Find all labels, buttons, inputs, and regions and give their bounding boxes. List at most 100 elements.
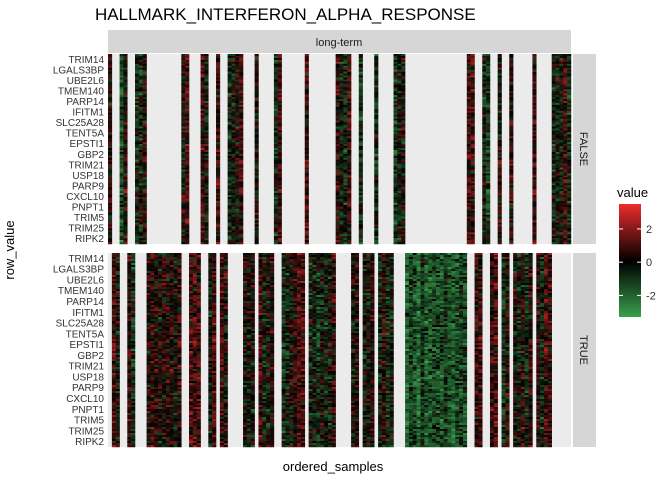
heatmap-cell — [231, 187, 236, 190]
heatmap-cell — [135, 179, 140, 182]
heatmap-cell — [555, 110, 560, 114]
heatmap-cell — [393, 87, 398, 90]
heatmap-cell — [227, 136, 232, 139]
heatmap-cell — [169, 325, 174, 328]
heatmap-cell — [158, 263, 163, 266]
heatmap-cell — [158, 279, 163, 282]
heatmap-cell — [142, 161, 147, 164]
heatmap-cell — [135, 163, 140, 166]
heatmap-cell — [358, 124, 363, 127]
heatmap-cell — [486, 195, 491, 198]
heatmap-cell — [135, 208, 140, 211]
heatmap-cell — [555, 155, 560, 159]
heatmap-cell — [127, 333, 132, 336]
heatmap-cell — [509, 118, 514, 121]
heatmap-cell — [532, 112, 537, 115]
heatmap-cell — [509, 189, 514, 192]
heatmap-cell — [347, 134, 352, 137]
heatmap-cell — [555, 112, 560, 115]
heatmap-cell — [204, 114, 209, 117]
heatmap-cell — [108, 110, 113, 114]
heatmap-cell — [200, 155, 205, 159]
heatmap-cell — [509, 193, 514, 196]
heatmap-cell — [169, 427, 174, 430]
heatmap-cell — [347, 232, 352, 235]
heatmap-cell — [304, 161, 309, 164]
heatmap-cell — [486, 230, 491, 233]
heatmap-cell — [470, 71, 475, 74]
heatmap-cell — [559, 108, 564, 112]
heatmap-cell — [127, 341, 132, 344]
heatmap-cell — [146, 403, 151, 406]
heatmap-cell — [304, 146, 309, 149]
heatmap-cell — [532, 73, 537, 76]
heatmap-cell — [304, 218, 309, 221]
heatmap-cell — [277, 144, 282, 147]
heatmap-cell — [393, 124, 398, 127]
heatmap-cell — [216, 55, 221, 59]
heatmap-cell — [142, 148, 147, 151]
heatmap-cell — [482, 193, 487, 196]
heatmap-cell — [158, 391, 163, 394]
heatmap-cell — [146, 265, 151, 268]
heatmap-cell — [254, 204, 259, 208]
heatmap-cell — [555, 132, 560, 135]
heatmap-cell — [559, 122, 564, 125]
heatmap-cell — [358, 151, 363, 155]
heatmap-cell — [154, 395, 159, 398]
heatmap-cell — [551, 163, 556, 166]
heatmap-cell — [401, 167, 406, 170]
heatmap-cell — [401, 136, 406, 139]
heatmap-cell — [509, 136, 514, 139]
heatmap-cell — [165, 419, 170, 422]
heatmap-cell — [185, 200, 190, 204]
heatmap-cell — [559, 212, 564, 215]
heatmap-cell — [158, 441, 163, 444]
heatmap-cell — [146, 275, 151, 278]
heatmap-cell — [154, 411, 159, 414]
heatmap-cell — [115, 301, 120, 304]
heatmap-cell — [131, 303, 136, 306]
heatmap-cell — [227, 110, 232, 114]
heatmap-cell — [273, 202, 279, 206]
heatmap-cell — [397, 151, 402, 155]
heatmap-cell — [482, 85, 487, 88]
heatmap-cell — [227, 122, 232, 125]
heatmap-cell — [181, 232, 186, 235]
heatmap-cell — [254, 108, 259, 112]
heatmap-cell — [239, 99, 244, 102]
heatmap-cell — [401, 177, 406, 180]
heatmap-cell — [127, 407, 132, 410]
heatmap-cell — [146, 361, 151, 364]
heatmap-cell — [277, 187, 282, 190]
heatmap-cell — [466, 169, 471, 172]
heatmap-cell — [347, 118, 352, 121]
heatmap-cell — [138, 75, 143, 78]
heatmap-cell — [374, 193, 379, 196]
heatmap-cell — [393, 196, 398, 200]
heatmap-cell — [138, 206, 143, 209]
heatmap-cell — [200, 200, 205, 204]
heatmap-cell — [466, 85, 471, 88]
heatmap-cell — [397, 165, 402, 168]
heatmap-cell — [470, 104, 475, 108]
heatmap-cell — [567, 89, 572, 92]
heatmap-cell — [551, 144, 556, 147]
heatmap-cell — [227, 57, 232, 61]
heatmap-cell — [173, 263, 178, 266]
heatmap-cell — [347, 240, 352, 243]
heatmap-cell — [401, 228, 406, 231]
heatmap-cell — [277, 73, 282, 76]
heatmap-cell — [374, 122, 379, 125]
heatmap-cell — [470, 153, 475, 157]
chart-title: HALLMARK_INTERFERON_ALPHA_RESPONSE — [95, 5, 476, 24]
heatmap-cell — [235, 171, 240, 174]
heatmap-cell — [339, 200, 344, 204]
heatmap-cell — [277, 195, 282, 198]
heatmap-cell — [358, 177, 363, 180]
heatmap-cell — [563, 128, 568, 131]
heatmap-cell — [239, 128, 244, 131]
heatmap-cell — [119, 230, 124, 233]
heatmap-cell — [115, 349, 120, 352]
heatmap-cell — [111, 379, 116, 382]
